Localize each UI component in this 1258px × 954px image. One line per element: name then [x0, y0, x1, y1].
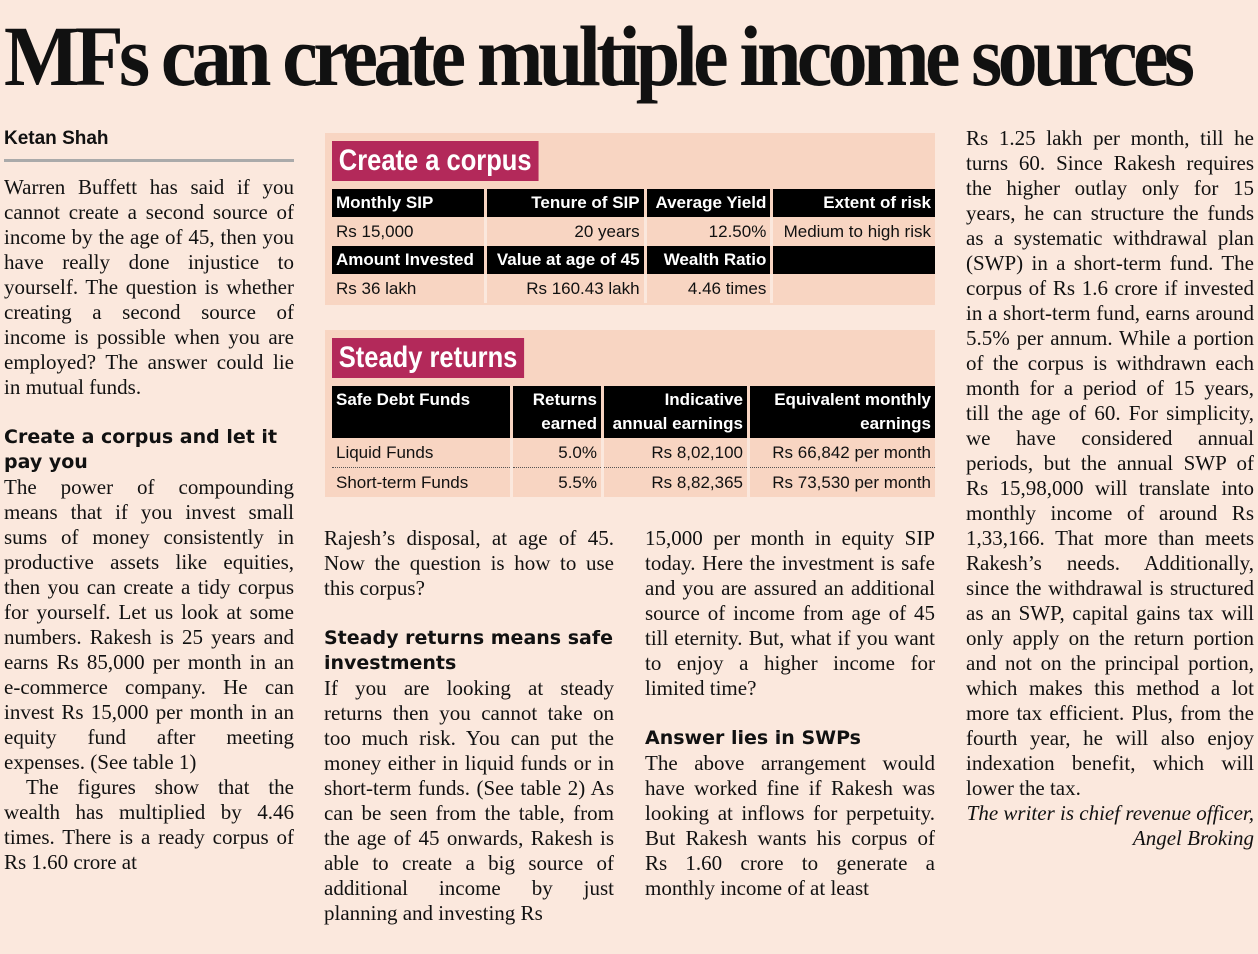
- table-cell: [770, 274, 935, 303]
- table-header: Average Yield: [643, 189, 772, 217]
- table-cell: Rs 8,02,100: [601, 438, 749, 468]
- column-3: 15,000 per month in equity SIP today. He…: [645, 526, 935, 901]
- paragraph: The above arrangement would have worked …: [645, 751, 935, 900]
- table-header: Safe Debt Funds: [332, 386, 512, 438]
- table-title: Steady returns: [332, 338, 525, 378]
- table-header: Extent of risk: [770, 189, 935, 217]
- table-title: Create a corpus: [332, 141, 539, 181]
- paragraph: Warren Buffett has said if you cannot cr…: [4, 175, 294, 399]
- table-cell: 5.0%: [510, 438, 603, 468]
- table-header: Amount Invested: [332, 246, 486, 274]
- table-cell: 12.50%: [643, 217, 772, 246]
- table-header: [770, 246, 935, 274]
- divider: [4, 159, 294, 162]
- table-row: Rs 36 lakh Rs 160.43 lakh 4.46 times: [332, 274, 935, 303]
- table-cell: Rs 15,000: [336, 222, 414, 241]
- table-cell: Rs 160.43 lakh: [483, 274, 646, 303]
- table-header: Equivalent monthly earnings: [747, 386, 935, 438]
- table-cell: Short-term Funds: [336, 473, 469, 492]
- table-cell: Medium to high risk: [770, 217, 935, 246]
- paragraph: The figures show that the wealth has mul…: [4, 775, 294, 874]
- paragraph: 15,000 per month in equity SIP today. He…: [645, 526, 935, 700]
- table-cell: Rs 73,530 per month: [747, 467, 935, 497]
- column-4: Rs 1.25 lakh per month, till he turns 60…: [966, 126, 1254, 851]
- table-header: Monthly SIP: [332, 189, 486, 217]
- table-cell: Rs 36 lakh: [336, 279, 417, 298]
- table-cell: Liquid Funds: [332, 438, 512, 468]
- table-header: Indicative annual earnings: [601, 386, 749, 438]
- author-note: The writer is chief revenue officer, Ang…: [966, 801, 1254, 850]
- paragraph: The power of compounding means that if y…: [4, 475, 294, 774]
- table-header: Value at age of 45: [483, 246, 646, 274]
- table-header: Tenure of SIP: [483, 189, 646, 217]
- column-1: Ketan Shah Warren Buffett has said if yo…: [4, 126, 294, 875]
- table-steady-returns: Steady returns Safe Debt Funds Returns ea…: [325, 330, 935, 497]
- table-cell: 20 years: [483, 217, 646, 246]
- table-header: Wealth Ratio: [643, 246, 772, 274]
- table-row: Liquid Funds 5.0% Rs 8,02,100 Rs 66,842 per…: [332, 438, 935, 468]
- paragraph: Rajesh’s disposal, at age of 45. Now the…: [324, 526, 614, 600]
- table-cell: Rs 66,842 per month: [747, 438, 935, 468]
- paragraph: Rs 1.25 lakh per month, till he turns 60…: [966, 126, 1254, 800]
- byline: Ketan Shah: [4, 128, 109, 149]
- column-2: Rajesh’s disposal, at age of 45. Now the…: [324, 526, 614, 926]
- subheading: Answer lies in SWPs: [645, 727, 861, 749]
- subheading: Steady returns means safe investments: [324, 627, 613, 674]
- table-row: Rs 15,000 20 years 12.50% Medium to high ri…: [332, 217, 935, 246]
- table-cell: 4.46 times: [643, 274, 772, 303]
- paragraph: If you are looking at steady returns the…: [324, 676, 614, 925]
- table-row: Short-term Funds 5.5% Rs 8,82,365 Rs 73,530…: [332, 467, 935, 497]
- table-create-corpus: Create a corpus Monthly SIP Tenure of SIP…: [325, 133, 935, 305]
- table-cell: Rs 8,82,365: [601, 467, 749, 497]
- subheading: Create a corpus and let it pay you: [4, 426, 278, 473]
- table-cell: 5.5%: [510, 467, 603, 497]
- headline: MFs can create multiple income sources: [4, 8, 1195, 104]
- table-header: Returns earned: [510, 386, 603, 438]
